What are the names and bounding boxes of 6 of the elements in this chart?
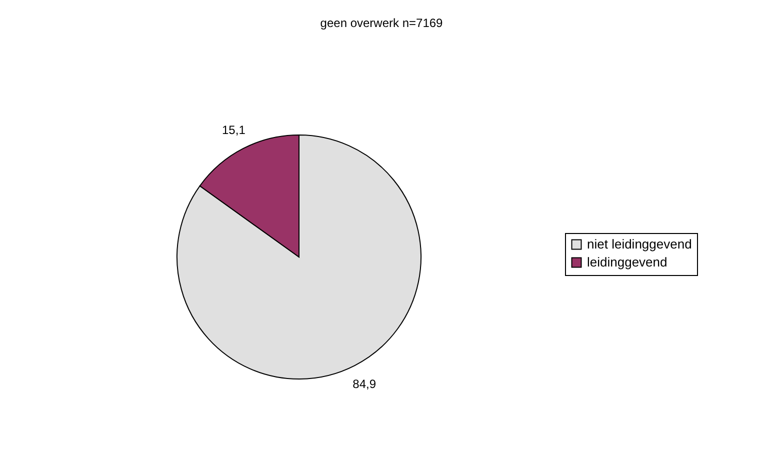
legend-label: leidinggevend (587, 254, 668, 270)
data-label: 84,9 (352, 377, 376, 392)
pie-slice (176, 134, 422, 380)
data-label: 15,1 (222, 122, 246, 137)
legend-label: niet leidinggevend (587, 236, 692, 252)
chart-title: geen overwerk n=7169 (320, 16, 444, 30)
